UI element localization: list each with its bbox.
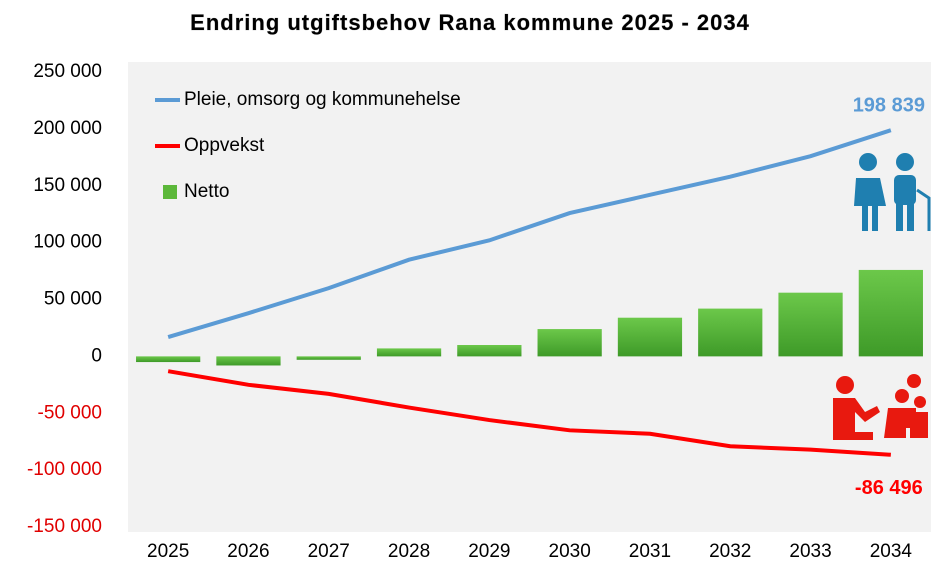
elderly-icon	[854, 153, 931, 231]
legend-label: Oppvekst	[184, 135, 265, 156]
data-label: 198 839	[853, 94, 925, 116]
y-tick-label: 100 000	[33, 232, 102, 253]
y-tick-label: 250 000	[33, 61, 102, 82]
bar	[858, 269, 923, 357]
y-tick-label: -100 000	[27, 459, 102, 480]
x-tick-label: 2031	[629, 541, 671, 562]
x-tick-label: 2028	[388, 541, 430, 562]
bar	[537, 329, 602, 357]
bar	[457, 345, 522, 357]
y-tick-label: 50 000	[44, 289, 102, 310]
y-tick-label: 200 000	[33, 118, 102, 139]
children-icon	[833, 374, 928, 440]
chart-title: Endring utgiftsbehov Rana kommune 2025 -…	[190, 10, 750, 35]
y-tick-label: 150 000	[33, 175, 102, 196]
line	[167, 128, 892, 339]
x-tick-label: 2030	[549, 541, 591, 562]
x-tick-label: 2026	[227, 541, 269, 562]
y-tick-label: -50 000	[38, 402, 102, 423]
bar	[376, 348, 442, 357]
x-tick-label: 2029	[468, 541, 510, 562]
x-tick-label: 2034	[870, 541, 913, 562]
bar	[296, 356, 361, 360]
bar	[698, 308, 763, 357]
legend-swatch	[163, 185, 177, 199]
y-tick-label: -150 000	[27, 516, 102, 537]
bar	[617, 317, 683, 357]
legend-label: Pleie, omsorg og kommunehelse	[184, 89, 461, 110]
line	[167, 369, 891, 457]
y-tick-label: 0	[91, 345, 102, 366]
x-tick-label: 2032	[709, 541, 751, 562]
bar	[216, 356, 281, 366]
data-label: -86 496	[855, 477, 923, 499]
x-tick-label: 2027	[308, 541, 350, 562]
x-tick-label: 2025	[147, 541, 189, 562]
bar	[778, 292, 843, 357]
x-tick-label: 2033	[789, 541, 831, 562]
bar	[136, 356, 201, 363]
legend-label: Netto	[184, 181, 229, 202]
